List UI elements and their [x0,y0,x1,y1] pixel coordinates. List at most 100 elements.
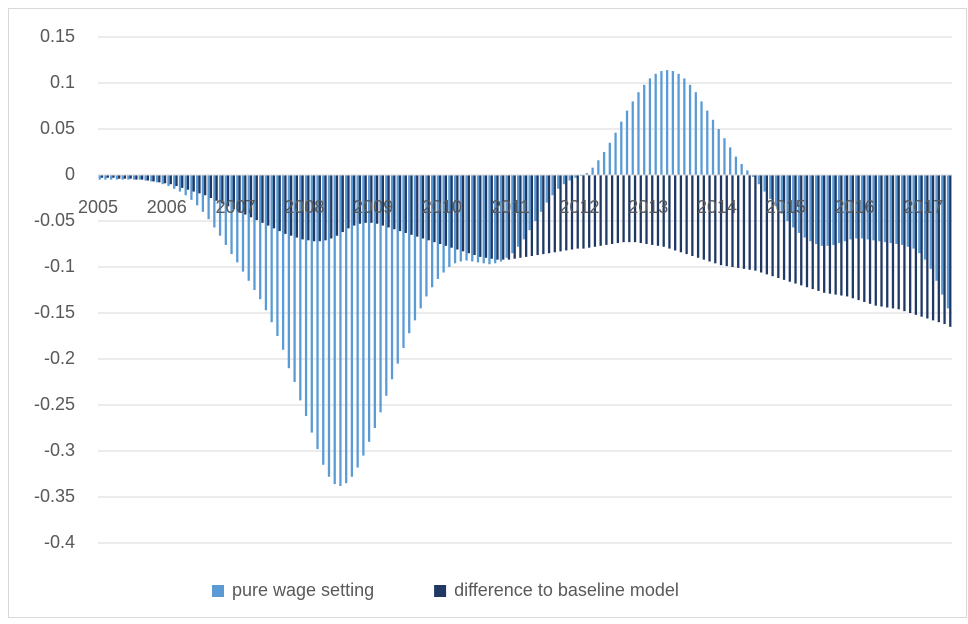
bar [565,175,568,251]
bar [278,175,281,232]
bar [937,175,940,323]
bar [677,73,680,175]
bar [729,147,732,175]
bar [688,84,692,175]
x-tick-label: 2008 [284,197,324,217]
bar [244,175,247,215]
bar [849,175,852,240]
bar [230,175,233,255]
bar [312,175,316,242]
bar [505,175,508,258]
bar [201,175,205,212]
bar [771,175,774,277]
x-tick-label: 2005 [78,197,118,217]
x-tick-label: 2015 [766,197,806,217]
bar [272,175,276,229]
bar [562,175,566,185]
bar [181,175,184,188]
bar [568,175,571,181]
bar [375,175,379,224]
bar [456,175,459,250]
bar [608,142,611,175]
bar [385,175,388,396]
bar [685,175,688,255]
bar [118,175,121,179]
bar [479,175,482,257]
bar [404,175,407,233]
bar [717,129,720,175]
bar [851,175,854,299]
bar [484,175,488,258]
bar [614,132,617,175]
bar [192,175,195,192]
bar [588,175,591,248]
bar [757,175,760,185]
bar [866,175,869,240]
bar [132,175,136,180]
bar [398,175,402,232]
bar [886,175,889,308]
bar [255,175,258,221]
bar [335,175,339,236]
bar [100,175,104,178]
bar [834,175,837,295]
bar [845,175,849,297]
bar [408,175,411,334]
bar [731,175,734,267]
bar [679,175,683,253]
bar [700,101,703,175]
bar [238,175,241,212]
bar [602,152,606,175]
bar [855,175,858,239]
bar [809,175,812,242]
bar [249,175,253,218]
bar [196,175,199,206]
bar [146,175,150,181]
bar [625,110,629,175]
bar [574,175,577,178]
bar [832,175,835,245]
bar [218,175,222,236]
legend-label: pure wage setting [232,580,374,600]
bar [502,175,505,260]
bar [221,175,224,204]
bar [860,175,864,239]
bar [226,175,230,207]
bar [140,175,144,180]
bar [746,170,749,175]
bar [416,175,419,237]
bar [178,175,182,192]
bar [751,175,755,177]
bar [507,175,511,260]
bar [926,175,929,319]
bar [362,175,365,456]
bar [224,175,227,245]
bar [471,175,474,262]
bar [307,175,310,241]
bar [204,175,207,196]
bar [198,175,201,194]
bar [339,175,342,486]
bar [559,175,562,252]
bar [857,175,860,301]
bar [906,175,910,247]
bar [516,175,520,247]
bar [931,175,935,321]
bar [215,175,218,201]
bar [186,175,190,190]
bar [123,175,127,179]
bar [390,175,394,380]
bar [261,175,264,223]
x-tick-label: 2012 [559,197,599,217]
bar [828,175,832,294]
bar [499,175,503,262]
bar [519,175,522,258]
bar [324,175,327,241]
bar [923,175,927,260]
bar [213,175,216,228]
bar [530,175,534,256]
bar [318,175,321,242]
bar [167,175,170,187]
y-tick-label: 0.05 [40,118,75,138]
bar [467,175,470,254]
